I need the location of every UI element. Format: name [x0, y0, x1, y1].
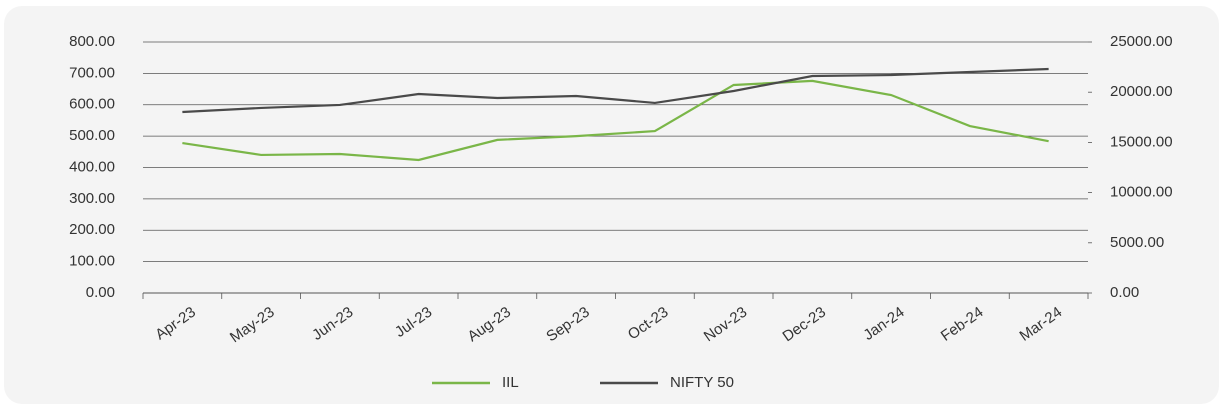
y2-tick-label: 25000.00 [1110, 33, 1173, 50]
series-line [182, 79, 1049, 162]
y2-tick-label: 10000.00 [1110, 184, 1173, 201]
y-tick-label: 300.00 [69, 190, 115, 207]
legend-label: NIFTY 50 [670, 374, 734, 391]
y2-tick-label: 15000.00 [1110, 133, 1173, 150]
panel [4, 6, 1219, 404]
y-tick-label: 600.00 [69, 96, 115, 113]
y2-tick-label: 20000.00 [1110, 83, 1173, 100]
y2-tick-label: 0.00 [1110, 284, 1139, 301]
y-tick-label: 200.00 [69, 221, 115, 238]
series-line [182, 67, 1049, 114]
y-tick-label: 500.00 [69, 127, 115, 144]
y-tick-label: 100.00 [69, 253, 115, 270]
y-tick-label: 800.00 [69, 33, 115, 50]
legend-label: IIL [502, 374, 519, 391]
y-tick-label: 400.00 [69, 158, 115, 175]
y2-tick-label: 5000.00 [1110, 234, 1164, 251]
y-tick-label: 700.00 [69, 64, 115, 81]
y-tick-label: 0.00 [86, 284, 115, 301]
